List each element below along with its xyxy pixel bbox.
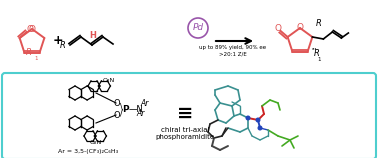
Text: O: O (274, 24, 281, 33)
Text: Ar = 3,5-(CF₃)₂C₆H₃: Ar = 3,5-(CF₃)₂C₆H₃ (58, 149, 118, 155)
Text: 1: 1 (35, 55, 38, 61)
Text: R: R (314, 49, 319, 58)
Text: Pd: Pd (192, 24, 204, 33)
Text: O: O (296, 24, 304, 33)
Circle shape (258, 126, 262, 130)
Text: up to 89% yield, 90% ee: up to 89% yield, 90% ee (200, 46, 266, 51)
Text: 1: 1 (318, 57, 321, 61)
Text: O₂N: O₂N (90, 140, 102, 145)
Text: \: \ (119, 103, 122, 112)
Text: R: R (315, 19, 321, 28)
Text: R: R (60, 40, 66, 49)
Text: O: O (28, 24, 36, 33)
Text: O: O (114, 112, 120, 121)
Text: P: P (122, 104, 128, 113)
Text: O: O (114, 100, 120, 109)
Text: Ar: Ar (136, 109, 144, 118)
Text: R: R (26, 48, 32, 57)
Text: chiral tri-axial: chiral tri-axial (161, 127, 209, 133)
Text: H: H (90, 31, 96, 40)
Circle shape (256, 118, 260, 122)
Text: +: + (53, 34, 63, 48)
Text: >20:1 Z/E: >20:1 Z/E (219, 52, 247, 57)
Text: ''': ''' (311, 48, 317, 54)
Text: phosphoramidite: phosphoramidite (155, 134, 215, 140)
Text: —N: —N (129, 104, 144, 113)
FancyBboxPatch shape (2, 73, 376, 158)
Circle shape (246, 116, 250, 120)
Text: O: O (26, 25, 33, 34)
Text: Ar: Ar (140, 100, 149, 109)
Text: /: / (119, 109, 122, 118)
Text: ≡: ≡ (177, 103, 193, 122)
Text: O₂N: O₂N (103, 79, 115, 83)
